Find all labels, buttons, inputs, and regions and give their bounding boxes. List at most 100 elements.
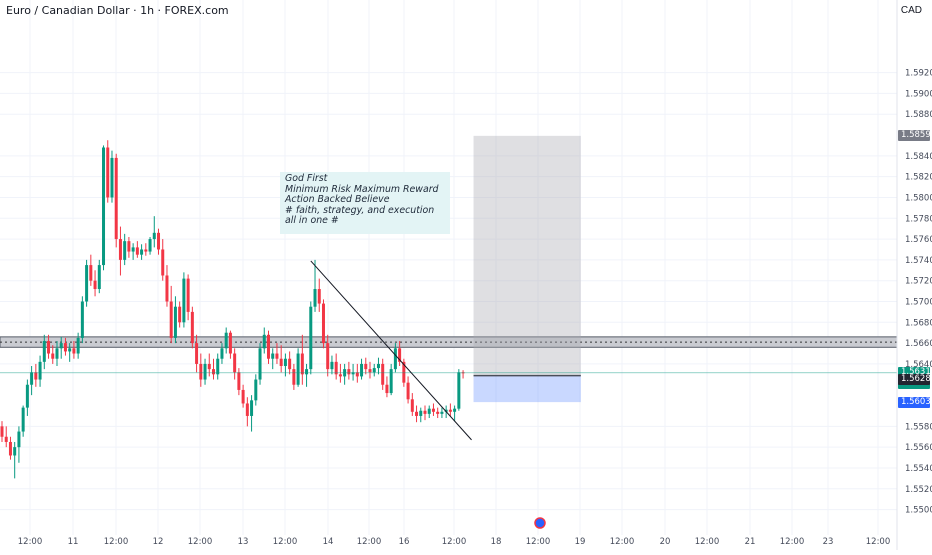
candle-body	[245, 403, 249, 416]
candle-body	[351, 372, 355, 375]
candle-body	[59, 343, 63, 349]
candle-body	[85, 265, 89, 302]
candle-body	[72, 348, 76, 354]
candle-body	[182, 278, 186, 323]
candle-body	[152, 232, 156, 240]
candle-body	[457, 372, 461, 409]
y-tick-label: 1.55600	[905, 443, 932, 453]
y-tick-label: 1.56800	[905, 318, 932, 328]
y-tick-label: 1.55000	[905, 506, 932, 516]
candle-body	[178, 306, 182, 323]
candle-body	[321, 303, 325, 344]
candle-body	[131, 247, 135, 252]
candle-body	[25, 384, 29, 408]
candle-body	[17, 431, 21, 448]
candle-body	[254, 379, 258, 401]
y-tick-label: 1.59200	[905, 69, 932, 79]
note-line-2: Minimum Risk Maximum Reward	[285, 183, 439, 195]
price-badge-value: 1.56033	[901, 396, 932, 407]
candle-body	[330, 361, 334, 370]
candle-body	[207, 363, 211, 370]
x-tick-label: 12:00	[442, 537, 467, 547]
x-tick-label: 19	[575, 537, 586, 547]
candle-body	[47, 341, 51, 354]
candle-body	[271, 353, 275, 359]
text-note[interactable]: God First Minimum Risk Maximum Reward Ac…	[280, 172, 450, 234]
candle-body	[190, 311, 194, 344]
position-target-area	[473, 135, 581, 376]
candle-body	[4, 436, 8, 442]
x-tick-label: 11	[68, 537, 79, 547]
x-tick-label: 12:00	[273, 537, 298, 547]
candle-body	[250, 400, 254, 416]
candle-body	[51, 353, 55, 359]
note-line-1: God First	[285, 173, 328, 184]
candle-body	[275, 353, 279, 359]
y-tick-label: 1.58800	[905, 110, 932, 120]
candle-body	[30, 372, 34, 385]
x-tick-label: 12:00	[18, 537, 43, 547]
candle-body	[8, 441, 12, 456]
candle-body	[0, 426, 4, 437]
candle-body	[220, 348, 224, 359]
candle-body	[376, 363, 380, 369]
position-stop-area	[473, 375, 581, 403]
candle-body	[97, 265, 101, 290]
candle-body	[186, 278, 190, 312]
x-tick-label: 12:00	[866, 537, 891, 547]
candle-body	[144, 249, 148, 252]
candle-body	[89, 265, 93, 281]
candle-body	[419, 410, 423, 416]
clock-icon	[534, 517, 546, 529]
candle-body	[21, 407, 25, 432]
candle-body	[42, 341, 46, 362]
candle-body	[360, 363, 364, 377]
y-tick-label: 1.57800	[905, 214, 932, 224]
x-tick-label: 16	[399, 537, 410, 547]
candle-body	[169, 301, 173, 338]
y-tick-label: 1.56600	[905, 339, 932, 349]
grid	[0, 0, 897, 535]
y-tick-label: 1.55800	[905, 422, 932, 432]
candle-body	[326, 343, 330, 370]
candle-body	[406, 382, 410, 400]
note-line-3: Action Backed Believe	[285, 194, 390, 206]
x-tick-label: 12:00	[610, 537, 635, 547]
candle-body	[258, 348, 262, 380]
candle-body	[68, 348, 72, 352]
candle-body	[372, 368, 376, 373]
candle-body	[436, 411, 440, 414]
zones	[0, 135, 898, 403]
candle-body	[123, 241, 127, 260]
candle-body	[364, 363, 368, 370]
candle-body	[233, 353, 237, 373]
y-tick-label: 1.57600	[905, 235, 932, 245]
candle-body	[393, 348, 397, 370]
candle-body	[389, 369, 393, 394]
price-badge-value: 1.56287	[901, 373, 932, 384]
y-tick-label: 1.58200	[905, 173, 932, 183]
currency-label: CAD	[900, 5, 922, 16]
candle-body	[288, 358, 292, 370]
candle-body	[398, 348, 402, 362]
candle-body	[402, 361, 406, 383]
candle-body	[237, 372, 241, 390]
y-tick-label: 1.56400	[905, 360, 932, 370]
candle-body	[63, 343, 67, 352]
candle-body	[157, 232, 161, 250]
overlays	[0, 260, 897, 529]
candle-body	[338, 374, 342, 377]
x-tick-label: 23	[823, 537, 834, 547]
candle-body	[199, 363, 203, 380]
candle-body	[317, 289, 321, 304]
candle-body	[38, 361, 42, 380]
y-tick-label: 1.58400	[905, 152, 932, 162]
y-tick-label: 1.57000	[905, 297, 932, 307]
candle-body	[165, 275, 169, 302]
y-tick-label: 1.58000	[905, 193, 932, 203]
y-tick-label: 1.59000	[905, 89, 932, 99]
candle-body	[76, 337, 80, 354]
note-line-5: # faith, strategy, and execution all in …	[285, 204, 435, 227]
